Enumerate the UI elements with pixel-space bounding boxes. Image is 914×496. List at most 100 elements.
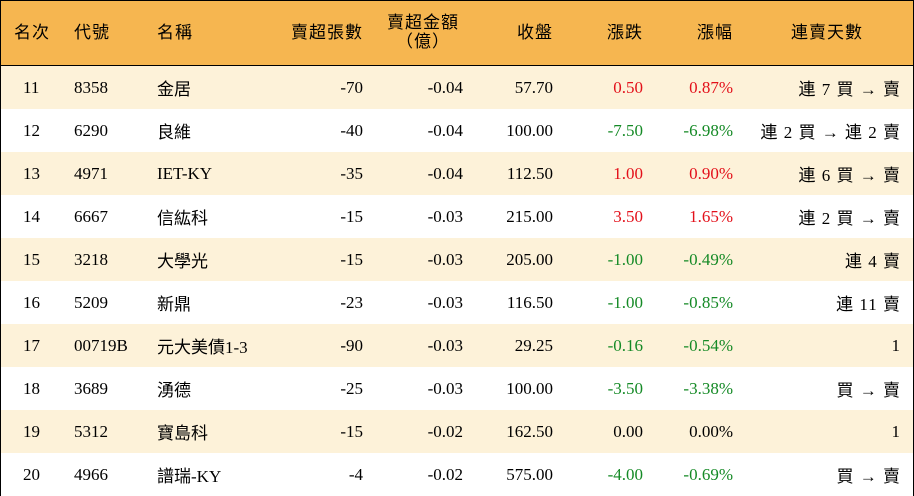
- cell-sell-amount: -0.04: [427, 77, 463, 97]
- cell-sell-lots: -70: [340, 77, 363, 97]
- cell-rank: 13: [23, 163, 40, 183]
- cell-code[interactable]: 4966: [74, 464, 108, 484]
- cell-close: 116.50: [506, 292, 553, 312]
- cell-rank: 17: [23, 335, 40, 355]
- cell-change-pct: 0.00%: [689, 421, 733, 441]
- cell-streak: 連 7 買 → 賣: [798, 80, 901, 99]
- cell-name[interactable]: 譜瑞-KY: [157, 467, 222, 486]
- cell-sell-lots: -4: [348, 464, 363, 484]
- cell-streak: 連 4 賣: [845, 252, 901, 271]
- cell-sell-lots: -15: [340, 421, 363, 441]
- cell-streak: 連 6 買 → 賣: [798, 166, 901, 185]
- cell-rank: 12: [23, 120, 40, 140]
- header-name[interactable]: 名稱: [157, 22, 193, 43]
- header-close[interactable]: 收盤: [517, 22, 553, 43]
- cell-rank: 14: [23, 206, 40, 226]
- cell-sell-amount: -0.03: [427, 249, 463, 269]
- header-sell-amount[interactable]: 賣超金額 （億）: [373, 1, 473, 65]
- table-row[interactable]: 17 00719B 元大美債1-3 -90 -0.03 29.25 -0.16 -0.54% 1: [1, 324, 913, 367]
- header-sell-lots[interactable]: 賣超張數: [291, 22, 363, 43]
- cell-sell-lots: -25: [340, 378, 363, 398]
- cell-close: 100.00: [506, 378, 553, 398]
- header-change[interactable]: 漲跌: [607, 22, 643, 43]
- cell-name[interactable]: 信紘科: [157, 209, 208, 228]
- cell-change: 3.50: [613, 206, 643, 226]
- table-row[interactable]: 16 5209 新鼎 -23 -0.03 116.50 -1.00 -0.85% 連 11 賣: [1, 281, 913, 324]
- cell-sell-amount: -0.03: [427, 378, 463, 398]
- table-row[interactable]: 12 6290 良維 -40 -0.04 100.00 -7.50 -6.98% 連 2 買 →…: [1, 109, 913, 152]
- cell-sell-amount: -0.03: [427, 292, 463, 312]
- cell-name[interactable]: 寶島科: [157, 424, 208, 443]
- cell-change-pct: 0.90%: [689, 163, 733, 183]
- table-row[interactable]: 14 6667 信紘科 -15 -0.03 215.00 3.50 1.65% 連 2 買 → …: [1, 195, 913, 238]
- cell-close: 112.50: [506, 163, 553, 183]
- cell-change-pct: -0.54%: [683, 335, 733, 355]
- table-row[interactable]: 15 3218 大學光 -15 -0.03 205.00 -1.00 -0.49% 連 4 賣: [1, 238, 913, 281]
- cell-name[interactable]: 新鼎: [157, 295, 191, 314]
- header-rank[interactable]: 名次: [14, 22, 50, 43]
- cell-sell-lots: -15: [340, 249, 363, 269]
- cell-name[interactable]: 金居: [157, 80, 191, 99]
- cell-sell-amount: -0.04: [427, 120, 463, 140]
- cell-close: 57.70: [514, 77, 553, 97]
- cell-code[interactable]: 6667: [74, 206, 108, 226]
- cell-change-pct: 0.87%: [689, 77, 733, 97]
- cell-change: 1.00: [613, 163, 643, 183]
- cell-sell-lots: -90: [340, 335, 363, 355]
- cell-rank: 19: [23, 421, 40, 441]
- cell-close: 29.25: [514, 335, 553, 355]
- cell-code[interactable]: 4971: [74, 163, 108, 183]
- header-code[interactable]: 代號: [74, 22, 110, 43]
- cell-rank: 18: [23, 378, 40, 398]
- header-change-pct[interactable]: 漲幅: [697, 22, 733, 43]
- cell-change-pct: -3.38%: [683, 378, 733, 398]
- cell-change: 0.00: [613, 421, 643, 441]
- cell-rank: 15: [23, 249, 40, 269]
- table-row[interactable]: 20 4966 譜瑞-KY -4 -0.02 575.00 -4.00 -0.69% 買 → 賣: [1, 453, 913, 496]
- header-sell-amount-line1: 賣超金額: [387, 13, 459, 33]
- cell-change: -7.50: [607, 120, 643, 140]
- cell-rank: 20: [23, 464, 40, 484]
- cell-name[interactable]: IET-KY: [157, 163, 213, 183]
- cell-change-pct: -6.98%: [683, 120, 733, 140]
- header-sell-amount-line2: （億）: [396, 32, 450, 52]
- cell-streak: 連 11 賣: [836, 295, 901, 314]
- cell-sell-lots: -23: [340, 292, 363, 312]
- cell-sell-amount: -0.03: [427, 335, 463, 355]
- cell-code[interactable]: 00719B: [74, 335, 128, 355]
- cell-close: 162.50: [506, 421, 553, 441]
- cell-code[interactable]: 5312: [74, 421, 108, 441]
- header-streak[interactable]: 連賣天數: [791, 22, 863, 43]
- cell-streak: 買 → 賣: [836, 381, 901, 400]
- cell-streak: 連 2 買 → 連 2 賣: [760, 123, 901, 142]
- cell-sell-lots: -15: [340, 206, 363, 226]
- cell-code[interactable]: 3689: [74, 378, 108, 398]
- cell-sell-amount: -0.04: [427, 163, 463, 183]
- cell-code[interactable]: 6290: [74, 120, 108, 140]
- cell-change: -0.16: [607, 335, 643, 355]
- cell-sell-amount: -0.03: [427, 206, 463, 226]
- table-row[interactable]: 11 8358 金居 -70 -0.04 57.70 0.50 0.87% 連 7 買 → 賣: [1, 66, 913, 109]
- cell-change: 0.50: [613, 77, 643, 97]
- cell-sell-amount: -0.02: [427, 464, 463, 484]
- cell-change: -1.00: [607, 249, 643, 269]
- table-row[interactable]: 18 3689 湧德 -25 -0.03 100.00 -3.50 -3.38% 買 → 賣: [1, 367, 913, 410]
- cell-close: 575.00: [506, 464, 553, 484]
- cell-close: 215.00: [506, 206, 553, 226]
- cell-change-pct: -0.69%: [683, 464, 733, 484]
- cell-name[interactable]: 大學光: [157, 252, 208, 271]
- table-row[interactable]: 13 4971 IET-KY -35 -0.04 112.50 1.00 0.90% 連 6 買…: [1, 152, 913, 195]
- cell-code[interactable]: 8358: [74, 77, 108, 97]
- cell-sell-amount: -0.02: [427, 421, 463, 441]
- table-row[interactable]: 19 5312 寶島科 -15 -0.02 162.50 0.00 0.00% 1: [1, 410, 913, 453]
- cell-rank: 11: [23, 77, 40, 97]
- cell-streak: 買 → 賣: [836, 467, 901, 486]
- cell-change-pct: -0.49%: [683, 249, 733, 269]
- cell-code[interactable]: 3218: [74, 249, 108, 269]
- table-header: 名次 代號 名稱 賣超張數 賣超金額 （億） 收盤 漲跌 漲幅 連賣天數: [1, 1, 913, 66]
- cell-name[interactable]: 湧德: [157, 381, 191, 400]
- cell-name[interactable]: 良維: [157, 123, 191, 142]
- cell-code[interactable]: 5209: [74, 292, 108, 312]
- cell-name[interactable]: 元大美債1-3: [157, 338, 248, 357]
- cell-change: -3.50: [607, 378, 643, 398]
